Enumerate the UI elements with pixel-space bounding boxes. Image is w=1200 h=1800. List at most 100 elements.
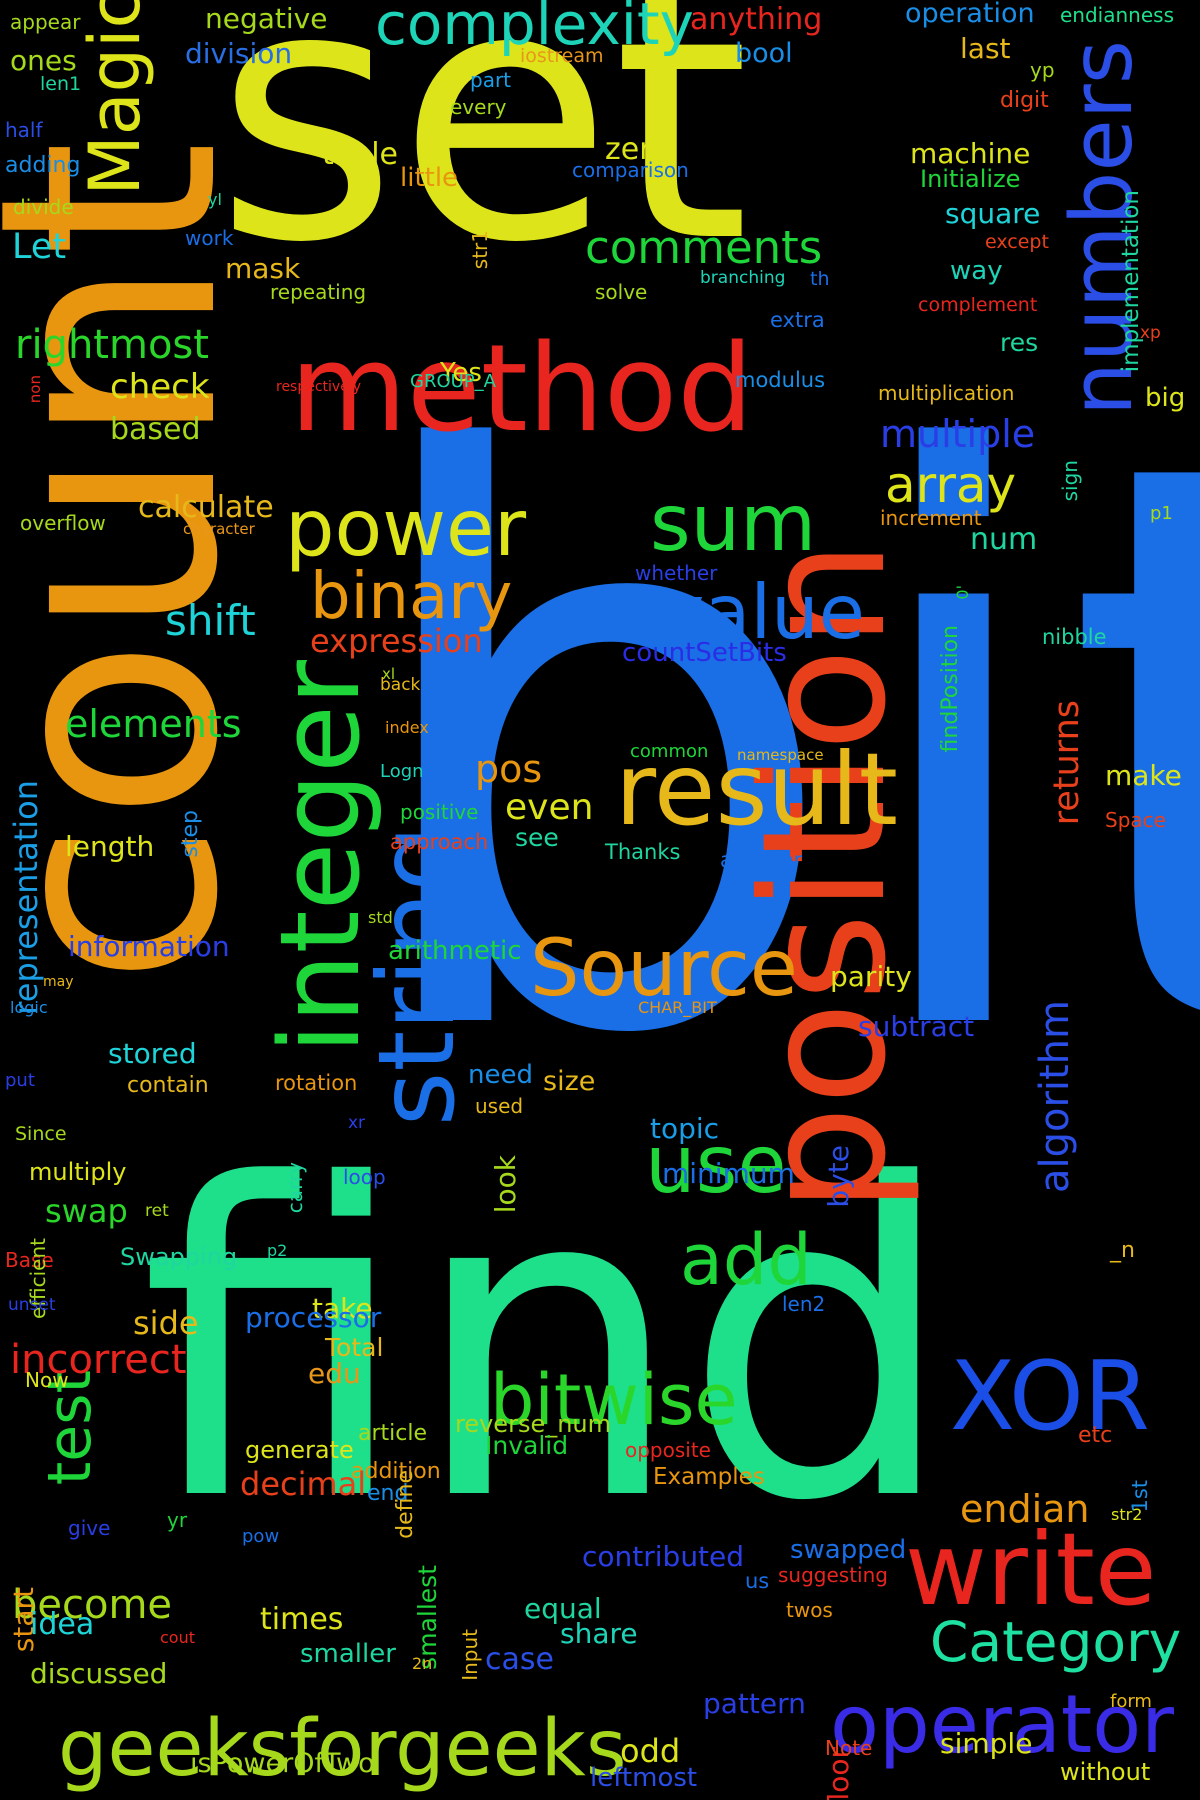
- word-cloud-term: yl: [208, 190, 222, 209]
- word-cloud-term: Swapping: [120, 1243, 238, 1271]
- word-cloud-term: 0': [953, 585, 972, 600]
- word-cloud-term: binary: [310, 560, 513, 634]
- word-cloud-term: minimum: [662, 1157, 795, 1190]
- word-cloud-term: Now: [25, 1368, 69, 1392]
- word-cloud-term: appear: [10, 10, 81, 34]
- word-cloud-term: ret: [145, 1201, 169, 1221]
- word-cloud-term: elements: [65, 702, 242, 746]
- word-cloud-term: endianness: [1060, 3, 1174, 27]
- word-cloud-term: common: [630, 741, 709, 762]
- word-cloud-term: Source: [530, 924, 798, 1014]
- word-cloud-term: overflow: [20, 511, 106, 535]
- word-cloud-term: countSetBits: [622, 638, 787, 668]
- word-cloud-term: times: [260, 1602, 344, 1637]
- word-cloud-term: used: [475, 1094, 524, 1118]
- word-cloud-term: rotation: [275, 1071, 358, 1095]
- word-cloud-term: namespace: [737, 746, 824, 764]
- word-cloud-term: operation: [905, 0, 1035, 29]
- word-cloud-term: half: [5, 118, 43, 142]
- word-cloud-term: end: [367, 1481, 409, 1506]
- word-cloud-term: returns: [1047, 700, 1087, 826]
- word-cloud-term: implementation: [1118, 190, 1144, 373]
- word-cloud-term: GROUP_A: [410, 371, 496, 392]
- word-cloud-term: odd: [620, 1732, 681, 1770]
- word-cloud-term: Logn: [380, 761, 424, 782]
- word-cloud-term: idea: [30, 1607, 95, 1642]
- word-cloud-term: p1: [1150, 503, 1173, 524]
- word-cloud-term: Input: [458, 1629, 482, 1681]
- word-cloud-term: rightmost: [15, 322, 209, 368]
- word-cloud-term: repeating: [270, 280, 367, 304]
- word-cloud-term: shift: [165, 596, 256, 645]
- word-cloud-term: twos: [786, 1598, 833, 1622]
- word-cloud-term: divide: [13, 195, 74, 219]
- word-cloud-term: based: [110, 412, 201, 447]
- word-cloud-term: share: [560, 1617, 638, 1650]
- word-cloud-term: look: [489, 1155, 522, 1214]
- word-cloud-term: unset: [8, 1295, 56, 1315]
- word-cloud-term: every: [450, 95, 507, 119]
- word-cloud-term: way: [950, 256, 1003, 286]
- word-cloud-term: XOR: [950, 1342, 1150, 1452]
- word-cloud-term: xl: [382, 665, 396, 683]
- word-cloud-term: discussed: [30, 1657, 168, 1690]
- word-cloud-term: algorithm: [1032, 1000, 1078, 1194]
- word-cloud-term: loop: [343, 1165, 386, 1189]
- word-cloud-term: suggesting: [778, 1563, 888, 1587]
- word-cloud-term: value: [660, 568, 865, 656]
- word-cloud-term: adding: [5, 153, 81, 178]
- word-cloud-term: findPosition: [938, 625, 963, 753]
- word-cloud-term: step: [178, 810, 203, 858]
- word-cloud-term: Yes: [440, 358, 482, 388]
- word-cloud-term: equal: [524, 1592, 602, 1625]
- word-cloud-term: yr: [167, 1508, 188, 1532]
- word-cloud-term: cout: [160, 1628, 195, 1647]
- word-cloud-term: Examples: [653, 1464, 765, 1490]
- word-cloud-term: part: [470, 68, 512, 92]
- word-cloud-term: take: [312, 1292, 373, 1325]
- word-cloud-term: xr: [348, 1113, 366, 1133]
- word-cloud-term: str1: [468, 230, 492, 270]
- word-cloud-term: ones: [10, 44, 77, 77]
- word-cloud-term: expression: [310, 622, 483, 660]
- word-cloud-term: Invalid: [485, 1431, 569, 1460]
- word-cloud-term: num: [970, 522, 1038, 557]
- word-cloud-term: sum: [650, 479, 817, 569]
- word-cloud-term: increment: [880, 506, 982, 530]
- word-cloud-term: Base: [5, 1248, 54, 1272]
- word-cloud-term: p2: [267, 1241, 288, 1260]
- word-cloud-term: extra: [770, 308, 825, 332]
- word-cloud-term: little: [400, 163, 459, 193]
- word-cloud-term: Since: [15, 1123, 67, 1145]
- word-cloud-term: Magic: [74, 0, 156, 196]
- word-cloud-term: carry: [283, 1162, 307, 1214]
- word-cloud-term: leftmost: [590, 1763, 698, 1793]
- word-cloud-term: swapped: [790, 1535, 907, 1565]
- word-cloud-term: smaller: [300, 1639, 396, 1669]
- word-cloud-term: square: [945, 197, 1041, 230]
- word-cloud-term: representation: [7, 780, 45, 1015]
- word-cloud-term: index: [385, 718, 429, 737]
- word-cloud-term: multiplication: [878, 381, 1015, 405]
- word-cloud-term: str2: [1111, 1505, 1143, 1524]
- word-cloud-term: comparison: [572, 158, 689, 182]
- word-cloud-term: information: [68, 930, 230, 963]
- word-cloud-term: decimal: [240, 1465, 367, 1503]
- word-cloud-term: branching: [700, 268, 786, 288]
- word-cloud-term: check: [110, 367, 210, 407]
- word-cloud-term: endian: [960, 1487, 1090, 1531]
- word-cloud-term: yp: [1030, 58, 1055, 82]
- word-cloud-term: side: [133, 1304, 199, 1342]
- word-cloud-term: need: [468, 1060, 533, 1090]
- word-cloud-term: bitwise: [490, 1359, 738, 1441]
- word-cloud-term: last: [960, 32, 1011, 65]
- word-cloud-term: swap: [45, 1192, 128, 1230]
- word-cloud-term: _n: [1110, 1238, 1135, 1263]
- word-cloud-term: negative: [205, 2, 328, 35]
- word-cloud-term: even: [505, 787, 594, 828]
- word-cloud-term: put: [5, 1070, 35, 1091]
- word-cloud-term: zero: [605, 132, 670, 167]
- word-cloud-term: iostream: [520, 45, 604, 67]
- word-cloud-term: addition: [351, 1459, 441, 1484]
